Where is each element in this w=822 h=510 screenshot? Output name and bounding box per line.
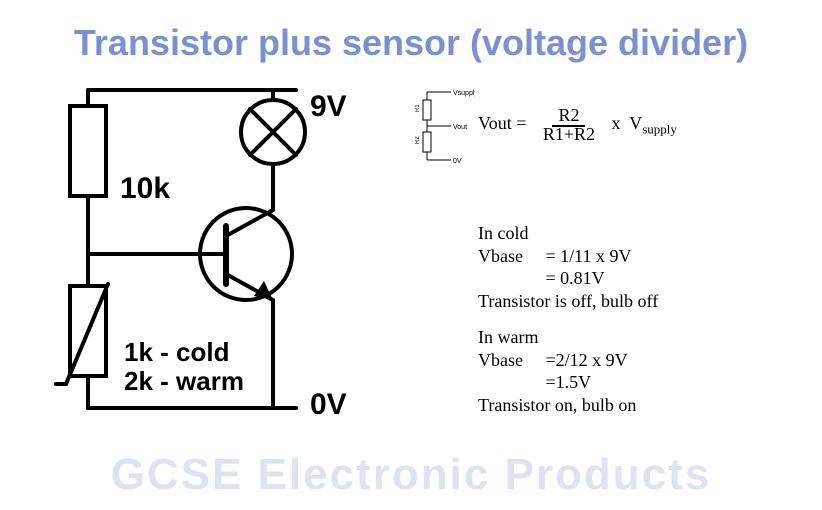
mini-0v-label: 0V xyxy=(453,158,462,165)
mini-vsupply-label: Vsupply xyxy=(453,90,475,97)
svg-text:R2: R2 xyxy=(415,136,421,144)
warm-heading: In warm xyxy=(478,327,538,347)
ground-voltage-label: 0V xyxy=(310,388,347,422)
thermistor-slash-icon xyxy=(56,284,108,384)
mini-vout-label: Vout xyxy=(453,124,467,131)
formula-times: x xyxy=(612,113,621,133)
thermistor-label-line1: 1k - cold xyxy=(124,337,229,367)
cold-line3: Transistor is off, bulb off xyxy=(478,291,658,311)
cold-calculation-block: In cold Vbase = 1/11 x 9V = 0.81V Transi… xyxy=(478,222,658,312)
footer-watermark: GCSE Electronic Products xyxy=(0,450,822,500)
svg-text:R1: R1 xyxy=(415,104,421,112)
formula-vsupply: Vsupply xyxy=(629,113,677,133)
formula-vout: VVoutout xyxy=(478,113,512,133)
thermistor-label-line2: 2k - warm xyxy=(124,366,244,396)
thermistor-label: 1k - cold 2k - warm xyxy=(124,338,244,395)
warm-line2: =1.5V xyxy=(478,372,591,392)
page-title: Transistor plus sensor (voltage divider) xyxy=(0,22,822,64)
supply-voltage-label: 9V xyxy=(310,90,347,124)
formula-denominator: R1+R2 xyxy=(537,124,601,144)
resistor-r1 xyxy=(70,106,106,196)
voltage-divider-mini-diagram: Vsupply Vout 0V R1 R2 xyxy=(415,88,475,166)
warm-calculation-block: In warm Vbase =2/12 x 9V =1.5V Transisto… xyxy=(478,326,636,416)
cold-line2: = 0.81V xyxy=(478,268,605,288)
warm-line3: Transistor on, bulb on xyxy=(478,395,636,415)
formula-fraction: R2 R1+R2 xyxy=(537,106,601,144)
cold-line1: Vbase = 1/11 x 9V xyxy=(478,246,631,266)
warm-line1: Vbase =2/12 x 9V xyxy=(478,350,628,370)
formula-eq: = xyxy=(516,113,526,133)
r1-label: 10k xyxy=(120,172,170,206)
cold-heading: In cold xyxy=(478,223,528,243)
voltage-divider-formula: VVoutout = R2 R1+R2 x Vsupply xyxy=(478,106,677,144)
